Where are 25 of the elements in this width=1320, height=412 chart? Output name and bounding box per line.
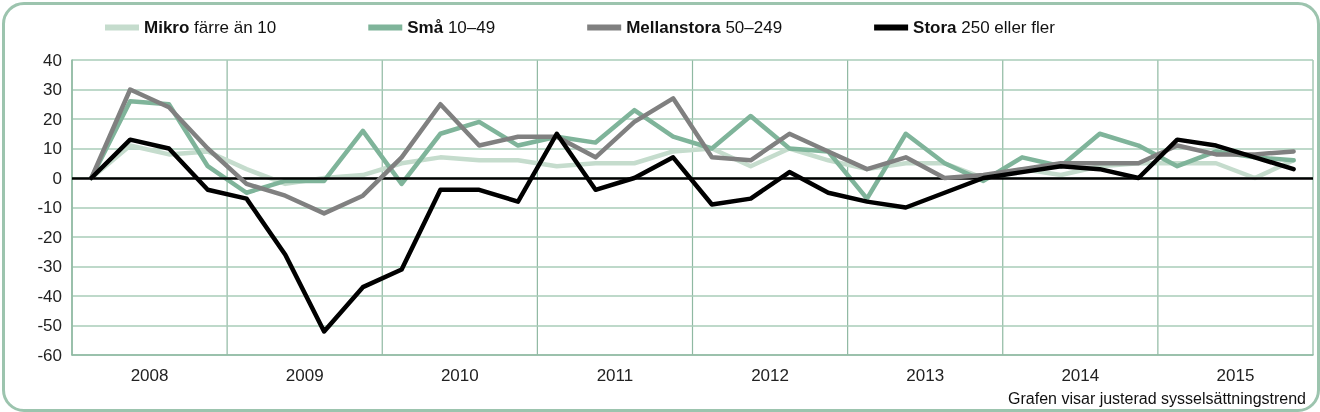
x-tick-label: 2012 <box>751 366 789 385</box>
legend-label: Mellanstora 50–249 <box>626 18 783 37</box>
x-tick-label: 2009 <box>285 366 324 385</box>
y-tick-label: 10 <box>43 139 62 158</box>
x-tick-label: 2011 <box>596 366 634 385</box>
y-tick-label: 40 <box>43 50 62 70</box>
x-tick-label: 2013 <box>906 366 945 385</box>
y-tick-label: -60 <box>37 345 62 365</box>
y-tick-label: 20 <box>43 109 62 129</box>
x-tick-label: 2015 <box>1216 366 1255 385</box>
x-tick-label: 2014 <box>1061 366 1100 385</box>
y-tick-label: 0 <box>52 168 62 188</box>
y-tick-label: -10 <box>37 198 62 217</box>
legend-label: Stora 250 eller fler <box>913 18 1056 37</box>
y-tick-label: -50 <box>37 316 62 335</box>
x-tick-label: 2010 <box>440 366 479 385</box>
line-series <box>89 87 1296 216</box>
text: Grafen visar justerad sysselsättningstrend <box>1008 389 1307 407</box>
legend-label: Små 10–49 <box>407 18 496 37</box>
y-tick-label: -40 <box>37 286 62 306</box>
y-tick-label: 30 <box>43 80 62 99</box>
y-tick-label: -20 <box>37 227 62 247</box>
legend-label: Mikro färre än 10 <box>144 18 277 37</box>
y-tick-label: -30 <box>37 257 62 276</box>
x-tick-label: 2008 <box>130 366 169 385</box>
